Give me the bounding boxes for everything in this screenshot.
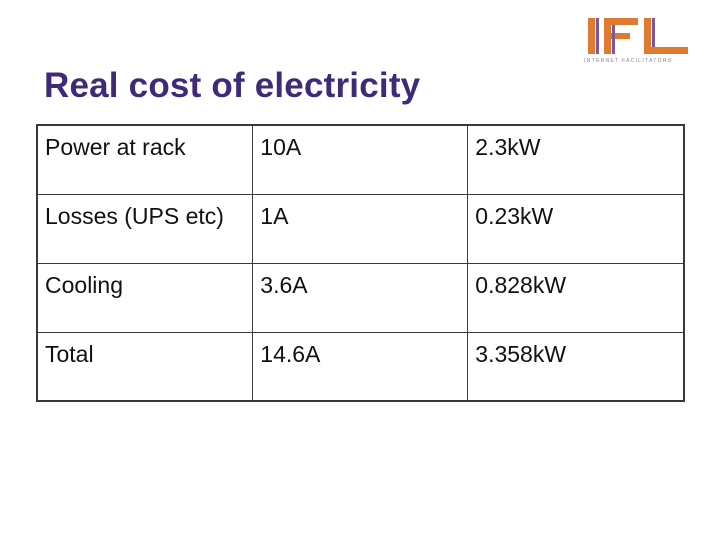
row-label: Power at rack: [36, 124, 254, 195]
table-row: Cooling 3.6A 0.828kW: [36, 262, 685, 333]
electricity-cost-table: Power at rack 10A 2.3kW Losses (UPS etc)…: [36, 124, 685, 402]
row-label: Losses (UPS etc): [36, 193, 254, 264]
logo-tagline: INTERNET FACILITATORS: [584, 58, 673, 64]
slide-title: Real cost of electricity: [44, 66, 421, 105]
table-row: Power at rack 10A 2.3kW: [36, 124, 685, 195]
table-row: Total 14.6A 3.358kW: [36, 331, 685, 402]
row-power: 0.828kW: [467, 262, 685, 333]
table-row: Losses (UPS etc) 1A 0.23kW: [36, 193, 685, 264]
row-current: 10A: [252, 124, 469, 195]
row-power: 2.3kW: [467, 124, 685, 195]
ifl-logo: [588, 18, 688, 54]
row-current: 3.6A: [252, 262, 469, 333]
row-label: Cooling: [36, 262, 254, 333]
row-label: Total: [36, 331, 254, 402]
row-power: 3.358kW: [467, 331, 685, 402]
row-current: 14.6A: [252, 331, 469, 402]
row-power: 0.23kW: [467, 193, 685, 264]
row-current: 1A: [252, 193, 469, 264]
